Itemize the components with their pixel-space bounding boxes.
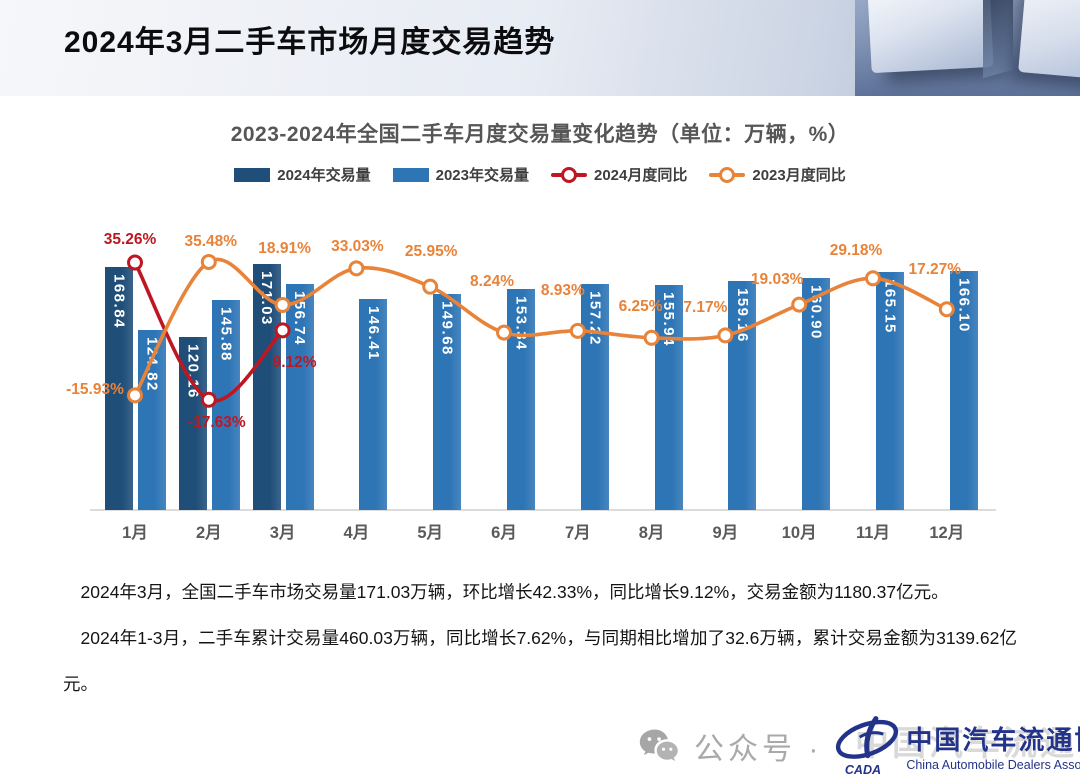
legend-line-icon — [709, 166, 746, 183]
x-axis-label: 10月 — [781, 524, 817, 542]
x-axis-label: 8月 — [638, 524, 665, 542]
pct-label-2023月度同比-4月: 33.03% — [331, 238, 384, 256]
pct-label-2023月度同比-8月: 6.25% — [618, 297, 663, 315]
cada-logo-text: 中国汽车流通协会 China Automobile Dealers Associ… — [906, 720, 1080, 772]
x-axis-label: 2月 — [195, 524, 222, 542]
cubes-image — [855, 0, 1080, 96]
summary-paragraph-2: 2024年1-3月，二手车累计交易量460.03万辆，同比增长7.62%，与同期… — [63, 627, 1017, 694]
marker-2023月度同比-5月 — [422, 278, 439, 295]
pct-label-2023月度同比-5月: 25.95% — [404, 242, 458, 260]
bar-2023年交易量-3月 — [285, 284, 314, 510]
legend-label: 2023年交易量 — [435, 167, 529, 184]
chart-legend: 2024年交易量 2023年交易量 2024月度同比 2023月度同比 — [0, 164, 1080, 185]
legend-label: 2024月度同比 — [594, 167, 688, 184]
x-axis-line — [90, 509, 996, 511]
bar-2023年交易量-9月 — [728, 280, 757, 510]
pct-label-2023月度同比-2月: 35.48% — [184, 232, 238, 250]
bar-2023年交易量-8月 — [654, 285, 683, 510]
bar-2023年交易量-5月 — [433, 294, 462, 510]
legend-item: 2023年交易量 — [392, 164, 529, 185]
bar-2023年交易量-2月 — [211, 299, 240, 510]
bar-2023年交易量-6月 — [507, 289, 535, 510]
footer: 公众号 · CADA 中国汽车流通协会 China Automobile Dea… — [638, 712, 1080, 780]
summary-text: 2024年3月，全国二手车市场交易量171.03万辆，环比增长42.33%，同比… — [63, 570, 1017, 708]
x-axis-label: 5月 — [417, 524, 444, 542]
chart-title: 2023-2024年全国二手车月度交易量变化趋势（单位：万辆，%） — [230, 123, 850, 146]
x-axis-label: 1月 — [122, 524, 148, 542]
header-banner: 2024年3月二手车市场月度交易趋势 — [0, 0, 1080, 96]
bar-2024年交易量-3月 — [252, 263, 281, 510]
pct-label-2023月度同比-1月: -15.93% — [66, 381, 124, 399]
marker-2023月度同比-4月 — [348, 260, 365, 277]
legend-line-icon — [551, 166, 587, 183]
pct-label-2023月度同比-10月: 19.03% — [750, 270, 804, 288]
cada-emblem-icon: CADA — [836, 716, 899, 777]
pct-label-2023月度同比-6月: 8.24% — [470, 272, 514, 290]
page-title: 2024年3月二手车市场月度交易趋势 — [64, 26, 556, 59]
pct-label-2023月度同比-12月: 17.27% — [908, 261, 962, 279]
wechat-account-label: 公众号 · — [694, 733, 823, 766]
cada-logo: CADA 中国汽车流通协会 China Automobile Dealers A… — [830, 715, 1080, 777]
legend-label: 2023月度同比 — [752, 167, 846, 184]
x-axis-label: 9月 — [712, 524, 739, 542]
wechat-icon — [639, 729, 678, 762]
bar-2023年交易量-7月 — [580, 283, 609, 510]
pct-label-2023月度同比-11月: 29.18% — [829, 242, 883, 260]
x-axis-label: 7月 — [564, 524, 591, 542]
pct-label-2024月度同比-3月: 9.12% — [272, 354, 317, 372]
x-axis-label: 11月 — [856, 524, 890, 542]
cada-caption: CADA — [845, 763, 881, 777]
summary-paragraph-1: 2024年3月，全国二手车市场交易量171.03万辆，环比增长42.33%，同比… — [80, 582, 949, 602]
x-axis-label: 12月 — [929, 524, 965, 542]
x-axis-label: 3月 — [269, 524, 296, 542]
legend-item: 2024月度同比 — [551, 164, 687, 185]
org-name-en: China Automobile Dealers Association — [906, 758, 1080, 772]
legend-swatch-icon — [392, 167, 429, 182]
marker-2023月度同比-2月 — [200, 253, 217, 270]
pct-label-2023月度同比-9月: 7.17% — [683, 299, 728, 317]
legend-item: 2024年交易量 — [234, 164, 371, 185]
bar-2023年交易量-10月 — [802, 278, 831, 510]
bar-2023年交易量-12月 — [949, 270, 978, 510]
bar-2023年交易量-4月 — [359, 299, 388, 510]
x-axis-label: 4月 — [343, 524, 370, 542]
org-name-cn: 中国汽车流通协会 — [906, 725, 1080, 755]
legend-item: 2023月度同比 — [709, 164, 846, 185]
legend-label: 2024年交易量 — [277, 167, 371, 184]
bar-2023年交易量-1月 — [138, 330, 166, 510]
pct-label-2024月度同比-2月: -17.63% — [187, 413, 246, 431]
bar-2023年交易量-11月 — [876, 272, 904, 510]
bar-2024年交易量-1月 — [105, 266, 133, 510]
x-axis-label: 6月 — [491, 524, 517, 542]
legend-swatch-icon — [234, 167, 271, 182]
pct-label-2024月度同比-1月: 35.26% — [103, 230, 157, 248]
pct-label-2023月度同比-7月: 8.93% — [540, 281, 585, 299]
pct-label-2023月度同比-3月: 18.91% — [258, 239, 311, 257]
